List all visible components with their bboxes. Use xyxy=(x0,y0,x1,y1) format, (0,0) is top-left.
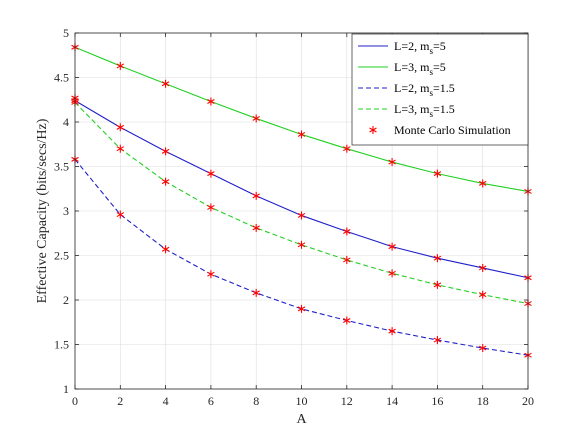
monte-carlo-marker xyxy=(116,210,125,219)
y-tick-label: 5 xyxy=(63,26,69,40)
monte-carlo-marker xyxy=(478,290,487,299)
series-line-3 xyxy=(74,159,529,356)
monte-carlo-marker xyxy=(388,242,396,251)
monte-carlo-marker xyxy=(207,203,215,212)
monte-carlo-marker xyxy=(116,61,125,70)
x-tick-labels: 0 2 4 6 8 10 12 14 16 18 20 xyxy=(72,394,534,408)
monte-carlo-marker xyxy=(252,114,260,123)
legend-entry-label: L=2, ms=5 xyxy=(394,39,446,56)
monte-carlo-marker xyxy=(207,270,215,279)
monte-carlo-marker xyxy=(433,336,442,345)
legend-entry-label: L=2, ms=1.5 xyxy=(394,81,455,98)
legend-entry-label: L=3, ms=5 xyxy=(394,60,446,77)
monte-carlo-marker xyxy=(478,179,487,188)
x-axis-label: A xyxy=(296,412,307,427)
y-tick-label: 1 xyxy=(63,382,69,396)
monte-carlo-marker xyxy=(433,169,442,178)
monte-carlo-marker xyxy=(433,254,442,263)
x-tick-label: 6 xyxy=(208,394,214,408)
monte-carlo-marker xyxy=(343,255,351,264)
monte-carlo-marker xyxy=(116,123,125,132)
monte-carlo-marker xyxy=(343,316,351,325)
y-tick-label: 4 xyxy=(63,115,69,129)
monte-carlo-marker xyxy=(161,177,170,186)
x-tick-label: 18 xyxy=(477,394,489,408)
monte-carlo-marker xyxy=(252,223,260,232)
monte-carlo-markers xyxy=(71,43,532,360)
y-tick-label: 1.5 xyxy=(54,338,69,352)
x-tick-label: 20 xyxy=(522,394,534,408)
legend-box xyxy=(351,33,529,146)
legend-entry-label: Monte Carlo Simulation xyxy=(394,123,511,137)
monte-carlo-marker xyxy=(343,144,351,153)
monte-carlo-marker xyxy=(161,245,170,254)
y-tick-label: 3 xyxy=(63,204,69,218)
x-tick-label: 10 xyxy=(296,394,308,408)
x-tick-label: 4 xyxy=(163,394,169,408)
monte-carlo-marker xyxy=(207,97,215,106)
monte-carlo-marker xyxy=(297,211,306,220)
monte-carlo-marker xyxy=(297,240,306,249)
y-tick-label: 2 xyxy=(63,293,69,307)
y-axis-label: Effective Capacity (bits/secs/Hz) xyxy=(35,118,50,303)
monte-carlo-marker xyxy=(388,327,396,336)
x-tick-label: 8 xyxy=(253,394,259,408)
x-tick-label: 14 xyxy=(386,394,398,408)
monte-carlo-marker xyxy=(207,169,215,178)
x-tick-label: 16 xyxy=(431,394,443,408)
monte-carlo-marker xyxy=(252,191,260,200)
y-tick-labels: 1 1.5 2 2.5 3 3.5 4 4.5 5 xyxy=(54,26,69,396)
x-tick-label: 2 xyxy=(117,394,123,408)
x-tick-label: 0 xyxy=(72,394,78,408)
legend: L=2, ms=5 L=3, ms=5 L=2, ms=1.5 L=3, ms=1.5… xyxy=(351,33,529,146)
series-line-4 xyxy=(74,102,529,305)
monte-carlo-marker xyxy=(478,344,487,353)
monte-carlo-marker xyxy=(343,227,351,236)
monte-carlo-marker xyxy=(478,263,487,272)
legend-entry-label: L=3, ms=1.5 xyxy=(394,102,455,119)
monte-carlo-marker xyxy=(116,144,125,153)
x-tick-label: 12 xyxy=(341,394,353,408)
monte-carlo-marker xyxy=(161,147,170,156)
monte-carlo-marker xyxy=(388,269,396,278)
y-tick-label: 4.5 xyxy=(54,71,69,85)
y-tick-label: 3.5 xyxy=(54,160,69,174)
monte-carlo-marker xyxy=(433,280,442,289)
y-tick-label: 2.5 xyxy=(54,249,69,263)
monte-carlo-marker xyxy=(297,130,306,139)
monte-carlo-marker xyxy=(297,304,306,313)
monte-carlo-marker xyxy=(388,158,396,167)
monte-carlo-marker xyxy=(252,288,260,297)
monte-carlo-marker xyxy=(161,79,170,88)
legend-marker-swatch xyxy=(369,126,377,134)
